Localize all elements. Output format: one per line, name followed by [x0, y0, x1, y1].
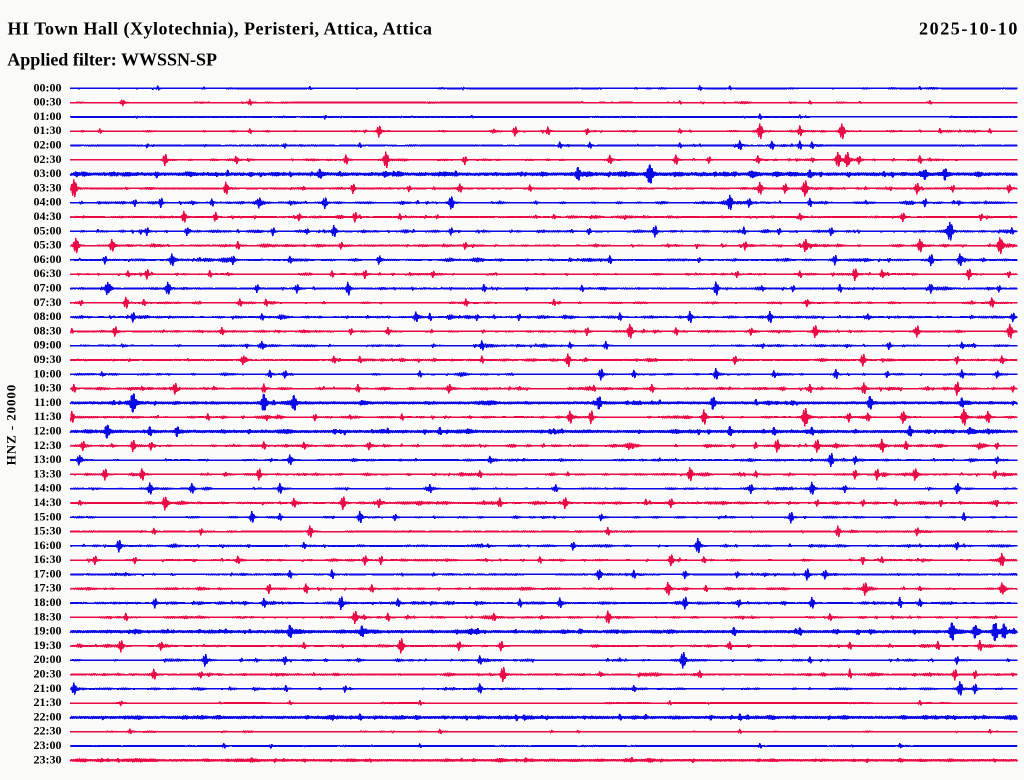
svg-text:HNZ - 20000: HNZ - 20000 [3, 384, 18, 465]
svg-text:10:30: 10:30 [34, 381, 62, 395]
svg-text:20:30: 20:30 [34, 667, 62, 681]
svg-text:15:00: 15:00 [34, 509, 62, 523]
svg-text:02:30: 02:30 [34, 152, 62, 166]
svg-text:08:00: 08:00 [34, 309, 62, 323]
svg-text:10:00: 10:00 [34, 366, 62, 380]
svg-text:21:30: 21:30 [34, 695, 62, 709]
svg-text:09:30: 09:30 [34, 352, 62, 366]
svg-text:00:00: 00:00 [34, 80, 62, 94]
svg-text:01:00: 01:00 [34, 109, 62, 123]
svg-text:19:00: 19:00 [34, 624, 62, 638]
svg-text:00:30: 00:30 [34, 95, 62, 109]
svg-text:19:30: 19:30 [34, 638, 62, 652]
svg-text:15:30: 15:30 [34, 524, 62, 538]
svg-text:11:30: 11:30 [34, 409, 61, 423]
svg-text:20:00: 20:00 [34, 652, 62, 666]
svg-text:22:00: 22:00 [34, 709, 62, 723]
svg-text:18:00: 18:00 [34, 595, 62, 609]
svg-text:01:30: 01:30 [34, 123, 62, 137]
svg-text:07:30: 07:30 [34, 295, 62, 309]
svg-text:14:30: 14:30 [34, 495, 62, 509]
svg-text:HI Town Hall (Xylotechnia), Pe: HI Town Hall (Xylotechnia), Peristeri, A… [8, 19, 433, 40]
svg-text:17:00: 17:00 [34, 566, 62, 580]
svg-text:23:30: 23:30 [34, 752, 62, 766]
svg-text:03:00: 03:00 [34, 166, 62, 180]
svg-text:12:00: 12:00 [34, 424, 62, 438]
svg-text:21:00: 21:00 [34, 681, 62, 695]
svg-text:04:30: 04:30 [34, 209, 62, 223]
svg-text:04:00: 04:00 [34, 195, 62, 209]
svg-text:07:00: 07:00 [34, 281, 62, 295]
svg-text:08:30: 08:30 [34, 323, 62, 337]
svg-text:14:00: 14:00 [34, 481, 62, 495]
svg-text:09:00: 09:00 [34, 338, 62, 352]
svg-text:06:00: 06:00 [34, 252, 62, 266]
svg-text:12:30: 12:30 [34, 438, 62, 452]
svg-text:18:30: 18:30 [34, 609, 62, 623]
svg-text:23:00: 23:00 [34, 738, 62, 752]
svg-text:05:00: 05:00 [34, 223, 62, 237]
svg-text:Applied filter: WWSSN-SP: Applied filter: WWSSN-SP [7, 49, 217, 69]
svg-text:02:00: 02:00 [34, 138, 62, 152]
svg-text:2025-10-10: 2025-10-10 [919, 19, 1019, 39]
svg-text:13:00: 13:00 [34, 452, 62, 466]
svg-text:03:30: 03:30 [34, 180, 62, 194]
svg-text:16:30: 16:30 [34, 552, 62, 566]
svg-text:06:30: 06:30 [34, 266, 62, 280]
svg-text:22:30: 22:30 [34, 724, 62, 738]
svg-text:11:00: 11:00 [34, 395, 61, 409]
svg-text:17:30: 17:30 [34, 581, 62, 595]
svg-text:16:00: 16:00 [34, 538, 62, 552]
svg-text:13:30: 13:30 [34, 466, 62, 480]
svg-text:05:30: 05:30 [34, 238, 62, 252]
